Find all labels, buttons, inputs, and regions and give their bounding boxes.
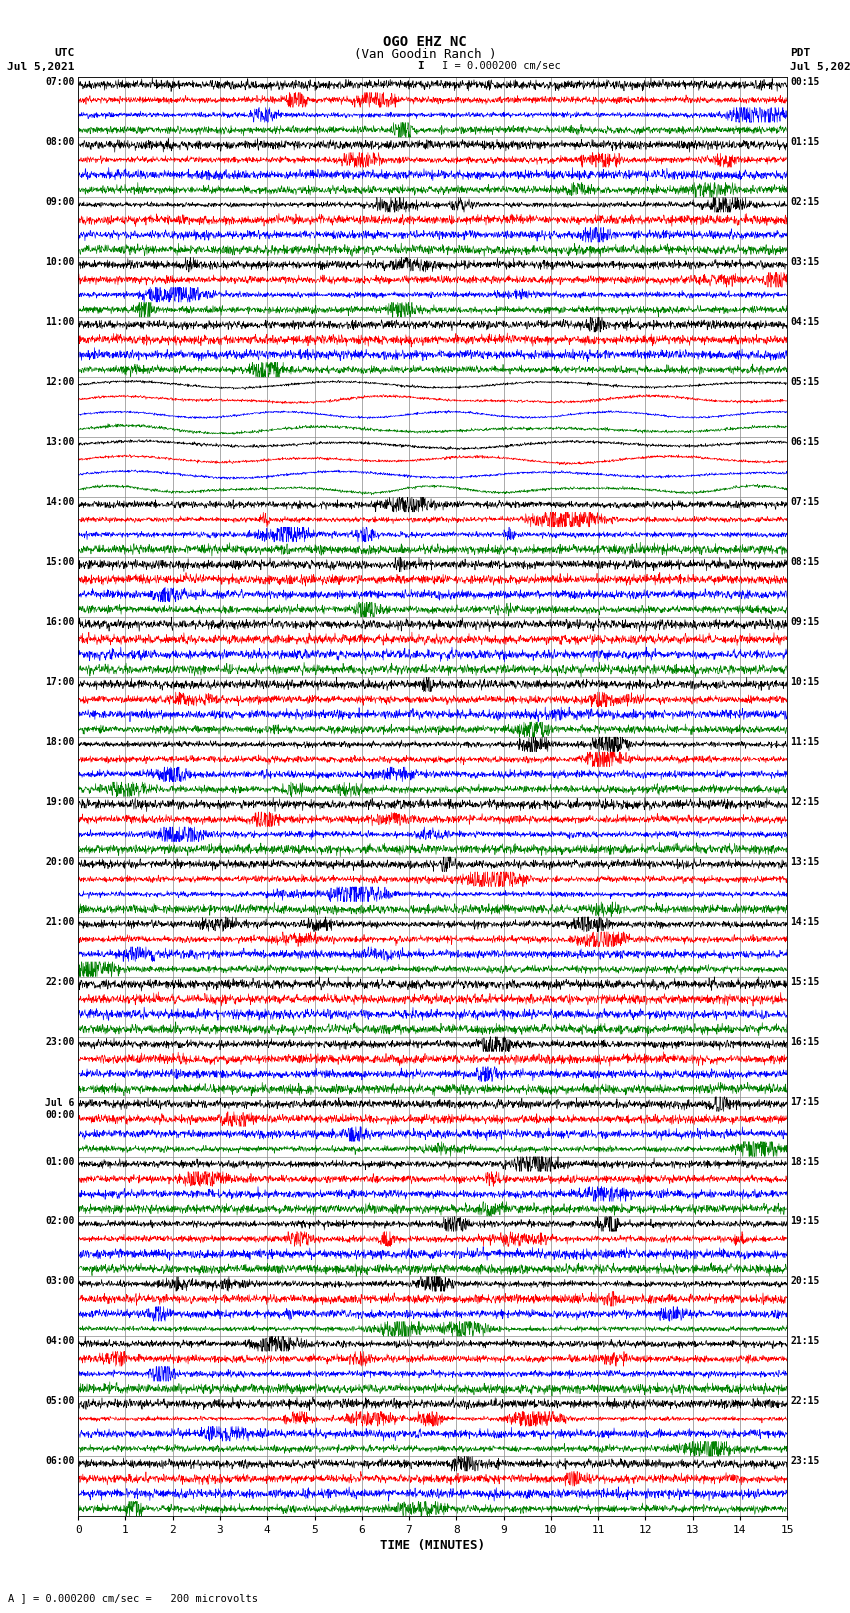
Text: Jul 6
00:00: Jul 6 00:00 bbox=[45, 1098, 75, 1119]
X-axis label: TIME (MINUTES): TIME (MINUTES) bbox=[380, 1539, 485, 1552]
Text: 15:00: 15:00 bbox=[45, 556, 75, 568]
Text: 22:15: 22:15 bbox=[790, 1397, 820, 1407]
Text: 01:15: 01:15 bbox=[790, 137, 820, 147]
Text: 23:15: 23:15 bbox=[790, 1457, 820, 1466]
Text: A ] = 0.000200 cm/sec =   200 microvolts: A ] = 0.000200 cm/sec = 200 microvolts bbox=[8, 1594, 258, 1603]
Text: 08:15: 08:15 bbox=[790, 556, 820, 568]
Text: 11:15: 11:15 bbox=[790, 737, 820, 747]
Text: 01:00: 01:00 bbox=[45, 1157, 75, 1166]
Text: 14:15: 14:15 bbox=[790, 916, 820, 927]
Text: 22:00: 22:00 bbox=[45, 977, 75, 987]
Text: 11:00: 11:00 bbox=[45, 318, 75, 327]
Text: 17:00: 17:00 bbox=[45, 677, 75, 687]
Text: 12:00: 12:00 bbox=[45, 377, 75, 387]
Text: 18:15: 18:15 bbox=[790, 1157, 820, 1166]
Text: 04:15: 04:15 bbox=[790, 318, 820, 327]
Text: 05:00: 05:00 bbox=[45, 1397, 75, 1407]
Text: 07:15: 07:15 bbox=[790, 497, 820, 506]
Text: 12:15: 12:15 bbox=[790, 797, 820, 806]
Text: 02:00: 02:00 bbox=[45, 1216, 75, 1226]
Text: 17:15: 17:15 bbox=[790, 1097, 820, 1107]
Text: 14:00: 14:00 bbox=[45, 497, 75, 506]
Text: 06:15: 06:15 bbox=[790, 437, 820, 447]
Text: 04:00: 04:00 bbox=[45, 1336, 75, 1347]
Text: 02:15: 02:15 bbox=[790, 197, 820, 208]
Text: Jul 5,2021: Jul 5,2021 bbox=[790, 61, 850, 71]
Text: 13:00: 13:00 bbox=[45, 437, 75, 447]
Text: Jul 5,2021: Jul 5,2021 bbox=[8, 61, 75, 71]
Text: 10:00: 10:00 bbox=[45, 258, 75, 268]
Text: 21:00: 21:00 bbox=[45, 916, 75, 927]
Text: PDT: PDT bbox=[790, 48, 811, 58]
Text: 09:15: 09:15 bbox=[790, 618, 820, 627]
Text: 18:00: 18:00 bbox=[45, 737, 75, 747]
Text: 16:00: 16:00 bbox=[45, 618, 75, 627]
Text: 19:00: 19:00 bbox=[45, 797, 75, 806]
Text: 05:15: 05:15 bbox=[790, 377, 820, 387]
Text: 20:00: 20:00 bbox=[45, 857, 75, 866]
Text: 15:15: 15:15 bbox=[790, 977, 820, 987]
Text: 09:00: 09:00 bbox=[45, 197, 75, 208]
Text: I: I bbox=[417, 61, 424, 71]
Text: OGO EHZ NC: OGO EHZ NC bbox=[383, 35, 467, 48]
Text: (Van Goodin Ranch ): (Van Goodin Ranch ) bbox=[354, 48, 496, 61]
Text: 20:15: 20:15 bbox=[790, 1276, 820, 1287]
Text: 03:00: 03:00 bbox=[45, 1276, 75, 1287]
Text: 03:15: 03:15 bbox=[790, 258, 820, 268]
Text: 13:15: 13:15 bbox=[790, 857, 820, 866]
Text: 23:00: 23:00 bbox=[45, 1037, 75, 1047]
Text: 07:00: 07:00 bbox=[45, 77, 75, 87]
Text: UTC: UTC bbox=[54, 48, 75, 58]
Text: 21:15: 21:15 bbox=[790, 1336, 820, 1347]
Text: 00:15: 00:15 bbox=[790, 77, 820, 87]
Text: 08:00: 08:00 bbox=[45, 137, 75, 147]
Text: I = 0.000200 cm/sec: I = 0.000200 cm/sec bbox=[442, 61, 561, 71]
Text: 16:15: 16:15 bbox=[790, 1037, 820, 1047]
Text: 06:00: 06:00 bbox=[45, 1457, 75, 1466]
Text: 10:15: 10:15 bbox=[790, 677, 820, 687]
Text: 19:15: 19:15 bbox=[790, 1216, 820, 1226]
